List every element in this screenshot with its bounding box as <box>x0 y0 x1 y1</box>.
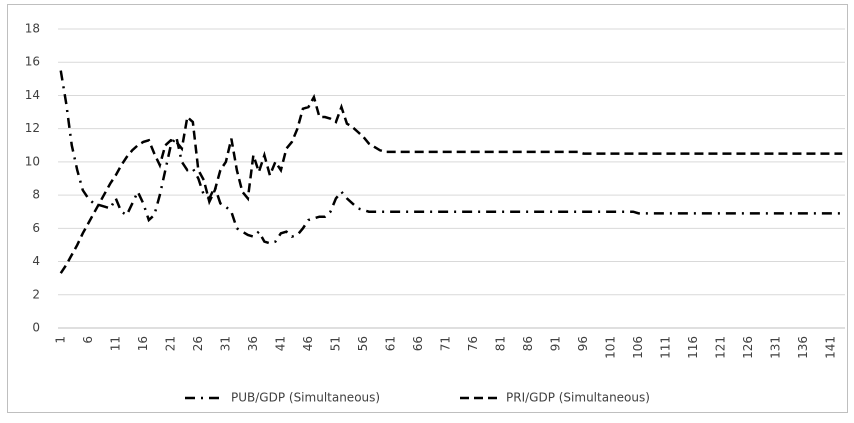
x-tick-label: 86 <box>521 336 535 351</box>
x-tick-label: 136 <box>796 336 810 359</box>
legend-label: PRI/GDP (Simultaneous) <box>506 391 650 405</box>
x-tick-label: 21 <box>163 336 177 351</box>
x-tick-label: 26 <box>191 336 205 351</box>
x-tick-label: 126 <box>741 336 755 359</box>
x-tick-label: 66 <box>411 336 425 351</box>
x-tick-label: 41 <box>273 336 287 351</box>
x-tick-label: 81 <box>494 336 508 351</box>
y-tick-label: 12 <box>25 121 40 135</box>
y-tick-label: 16 <box>25 55 40 69</box>
chart-frame <box>7 4 848 413</box>
x-tick-label: 56 <box>356 336 370 351</box>
x-tick-label: 141 <box>824 336 838 359</box>
x-tick-label: 91 <box>549 336 563 351</box>
x-tick-label: 121 <box>714 336 728 359</box>
x-tick-label: 96 <box>576 336 590 351</box>
x-tick-label: 71 <box>438 336 452 351</box>
x-tick-label: 31 <box>218 336 232 351</box>
x-tick-label: 131 <box>769 336 783 359</box>
x-tick-label: 61 <box>383 336 397 351</box>
x-tick-label: 11 <box>108 336 122 351</box>
y-tick-label: 6 <box>32 221 40 235</box>
y-tick-label: 4 <box>32 254 40 268</box>
x-tick-label: 16 <box>136 336 150 351</box>
y-tick-label: 18 <box>25 22 40 36</box>
y-tick-label: 0 <box>32 321 40 335</box>
x-tick-label: 106 <box>631 336 645 359</box>
x-tick-label: 111 <box>659 336 673 359</box>
legend-label: PUB/GDP (Simultaneous) <box>231 391 380 405</box>
y-tick-label: 10 <box>25 154 40 168</box>
x-tick-label: 76 <box>466 336 480 351</box>
series-line <box>59 93 843 274</box>
x-tick-label: 46 <box>301 336 315 351</box>
x-tick-label: 51 <box>328 336 342 351</box>
y-tick-label: 2 <box>32 287 40 301</box>
y-tick-label: 14 <box>25 88 40 102</box>
x-tick-label: 1 <box>53 336 67 344</box>
x-tick-label: 6 <box>81 336 95 344</box>
y-tick-label: 8 <box>32 188 40 202</box>
x-tick-label: 116 <box>686 336 700 359</box>
x-tick-label: 36 <box>246 336 260 351</box>
x-tick-label: 101 <box>604 336 618 359</box>
